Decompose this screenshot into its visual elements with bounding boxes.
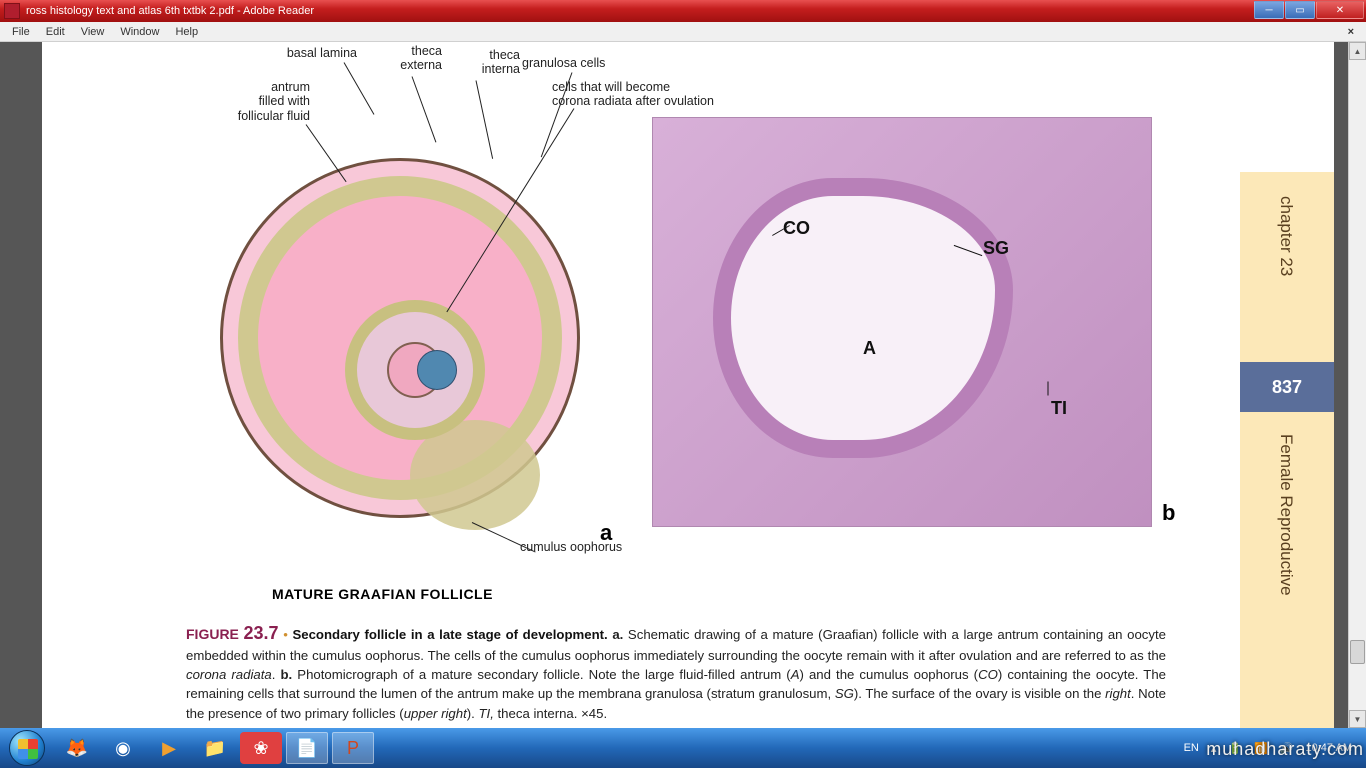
caption-figure-number: 23.7	[244, 623, 279, 643]
close-button[interactable]: ✕	[1316, 1, 1364, 19]
caption-figure-label: FIGURE	[186, 626, 239, 642]
minimize-button[interactable]: ─	[1254, 1, 1284, 19]
menu-edit[interactable]: Edit	[38, 24, 73, 40]
menubar: File Edit View Window Help ×	[0, 22, 1366, 42]
caption-text: Photomicrograph of a mature secondary fo…	[292, 667, 790, 682]
menu-file[interactable]: File	[4, 24, 38, 40]
oocyte-nucleus	[417, 350, 457, 390]
start-button[interactable]	[0, 728, 54, 768]
maximize-button[interactable]: ▭	[1285, 1, 1315, 19]
caption-text: ) and the cumulus oophorus (	[799, 667, 978, 682]
titlebar: ross histology text and atlas 6th txtbk …	[0, 0, 1366, 22]
watermark-text: muhadharaty.com	[1206, 739, 1364, 760]
taskbar-chrome-icon[interactable]: ◉	[102, 732, 144, 764]
label-basal-lamina: basal lamina	[217, 46, 357, 60]
taskbar-piriform-icon[interactable]: ❀	[240, 732, 282, 764]
window-title: ross histology text and atlas 6th txtbk …	[24, 5, 1253, 17]
figure-caption: FIGURE 23.7 • Secondary follicle in a la…	[186, 620, 1166, 723]
document-viewport: a basal lamina theca externa theca inter…	[0, 42, 1366, 728]
micro-label-ti: TI	[1051, 398, 1067, 419]
caption-title: Secondary follicle in a late stage of de…	[292, 627, 607, 642]
gutter-right	[1334, 42, 1348, 728]
caption-italic: upper right	[404, 706, 467, 721]
gutter-left	[0, 42, 42, 728]
section-label: Female Reproductive	[1276, 434, 1296, 596]
antrum-shape	[713, 178, 1013, 458]
caption-text: theca interna. ×45.	[494, 706, 607, 721]
scroll-track[interactable]	[1349, 60, 1366, 710]
panel-label-b: b	[1162, 500, 1175, 526]
close-document-button[interactable]: ×	[1340, 24, 1362, 40]
windows-orb-icon	[9, 730, 45, 766]
pdf-page: a basal lamina theca externa theca inter…	[42, 42, 1334, 728]
caption-italic: TI,	[478, 706, 493, 721]
caption-italic: SG	[835, 686, 854, 701]
taskbar-media-player-icon[interactable]: ▶	[148, 732, 190, 764]
micro-label-sg: SG	[983, 238, 1009, 259]
label-theca-interna: theca interna	[440, 48, 520, 77]
adobe-reader-icon	[4, 3, 20, 19]
vertical-scrollbar[interactable]: ▲ ▼	[1348, 42, 1366, 728]
page-number-badge: 837	[1240, 362, 1334, 412]
chapter-side-tab: chapter 23 837 Female Reproductive	[1240, 172, 1334, 728]
micro-label-a: A	[863, 338, 876, 359]
tray-language[interactable]: EN	[1178, 742, 1205, 754]
scroll-thumb[interactable]	[1350, 640, 1365, 664]
window-controls: ─ ▭ ✕	[1253, 1, 1364, 21]
taskbar-explorer-icon[interactable]: 📁	[194, 732, 236, 764]
diagram-a-schematic: a	[190, 100, 610, 540]
label-antrum: antrum filled with follicular fluid	[180, 80, 310, 123]
taskbar-powerpoint-icon[interactable]: P	[332, 732, 374, 764]
label-cumulus: cumulus oophorus	[520, 540, 680, 554]
caption-italic: corona radiata	[186, 667, 272, 682]
micro-label-co: CO	[783, 218, 810, 239]
caption-part-a: a.	[612, 627, 623, 642]
diagram-b-photomicrograph: CO SG A TI	[652, 117, 1152, 527]
oocyte-shape	[345, 300, 485, 440]
scroll-down-button[interactable]: ▼	[1349, 710, 1366, 728]
caption-italic: CO	[978, 667, 998, 682]
caption-italic: right	[1105, 686, 1131, 701]
menu-view[interactable]: View	[73, 24, 113, 40]
caption-text: ).	[467, 706, 479, 721]
label-corona: cells that will become corona radiata af…	[552, 80, 812, 109]
label-theca-externa: theca externa	[352, 44, 442, 73]
figure-region: a basal lamina theca externa theca inter…	[42, 42, 1334, 728]
scroll-up-button[interactable]: ▲	[1349, 42, 1366, 60]
caption-bullet: •	[283, 627, 288, 642]
menu-help[interactable]: Help	[167, 24, 206, 40]
label-granulosa: granulosa cells	[522, 56, 662, 70]
taskbar-adobe-reader-icon[interactable]: 📄	[286, 732, 328, 764]
leader-line	[1048, 382, 1049, 396]
caption-part-b: b.	[280, 667, 292, 682]
diagram-title: MATURE GRAAFIAN FOLLICLE	[272, 586, 493, 602]
taskbar-firefox-icon[interactable]: 🦊	[56, 732, 98, 764]
caption-text: ). The surface of the ovary is visible o…	[854, 686, 1105, 701]
chapter-label: chapter 23	[1276, 196, 1296, 276]
taskbar: 🦊 ◉ ▶ 📁 ❀ 📄 P EN ▴ 🔋 📶 🔊 10:47 AM	[0, 728, 1366, 768]
menu-window[interactable]: Window	[112, 24, 167, 40]
